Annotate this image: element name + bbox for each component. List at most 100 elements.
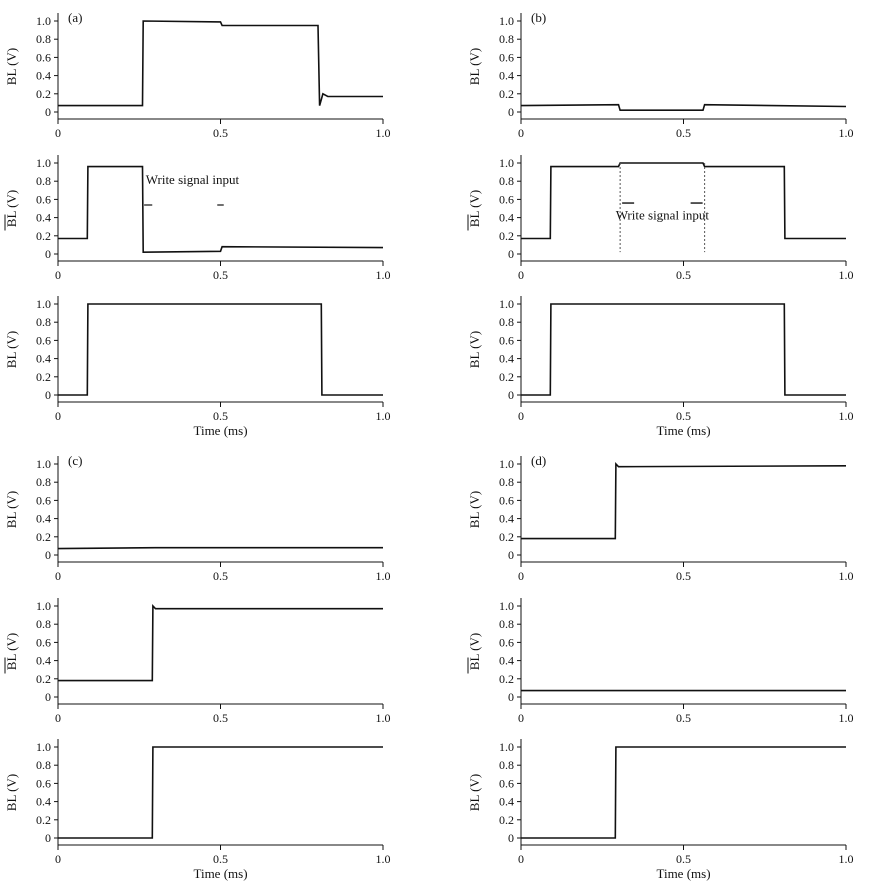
y-axis-label: BL (V) — [467, 190, 482, 227]
x-tick-label: 1.0 — [839, 409, 854, 423]
x-tick-label: 0 — [518, 852, 524, 866]
y-axis-label: BL (V) — [467, 774, 482, 811]
y-tick-label: 0.8 — [36, 475, 51, 489]
x-tick-label: 0 — [518, 268, 524, 282]
y-tick-label: 1.0 — [499, 599, 514, 613]
series-line-0 — [58, 746, 383, 839]
y-tick-label: 1.0 — [36, 297, 51, 311]
y-axis-label: BL (V) — [467, 491, 482, 528]
x-tick-label: 0.5 — [213, 268, 228, 282]
y-tick-label: 0.2 — [36, 229, 51, 243]
x-axis-label: Time (ms) — [193, 423, 247, 438]
y-tick-label: 0.2 — [36, 813, 51, 827]
y-tick-label: 0.4 — [36, 211, 51, 225]
panel-c-row-3: 0 0.2 0.4 0.6 0.8 1.0 0 0.5 1.0 BL (V) Time (ms) — [4, 739, 391, 881]
y-tick-label: 0.4 — [499, 69, 514, 83]
y-tick-label: 0.6 — [499, 333, 514, 347]
y-tick-label: 0.6 — [499, 50, 514, 64]
x-tick-label: 0.5 — [676, 569, 691, 583]
series-line-0 — [58, 20, 383, 107]
y-tick-label: 0.6 — [499, 493, 514, 507]
x-tick-label: 1.0 — [376, 268, 391, 282]
panel-b-row-3: 0 0.2 0.4 0.6 0.8 1.0 0 0.5 1.0 BL (V) Time (ms) — [467, 296, 854, 438]
y-tick-label: 0.8 — [499, 174, 514, 188]
y-tick-label: 0.8 — [36, 758, 51, 772]
x-tick-label: 0 — [518, 409, 524, 423]
y-axis-label: BL (V) — [4, 48, 19, 85]
y-tick-label: 0.6 — [36, 192, 51, 206]
x-tick-label: 0 — [55, 126, 61, 140]
y-tick-label: 0.8 — [499, 617, 514, 631]
y-tick-label: 1.0 — [499, 457, 514, 471]
panel-d-row-3: 0 0.2 0.4 0.6 0.8 1.0 0 0.5 1.0 BL (V) Time (ms) — [467, 739, 854, 881]
y-tick-label: 0.4 — [36, 654, 51, 668]
y-tick-label: 0 — [45, 388, 51, 402]
x-tick-label: 0.5 — [676, 711, 691, 725]
panel-d-row-2: 0 0.2 0.4 0.6 0.8 1.0 0 0.5 1.0 BL (V) — [467, 598, 854, 725]
panel-a-row-1: 0 0.2 0.4 0.6 0.8 1.0 0 0.5 1.0 BL (V) (a) — [4, 10, 391, 140]
y-tick-label: 0.4 — [36, 795, 51, 809]
y-tick-label: 0.4 — [36, 69, 51, 83]
y-tick-label: 0.2 — [36, 87, 51, 101]
y-tick-label: 0 — [45, 247, 51, 261]
y-tick-label: 0.6 — [36, 50, 51, 64]
panel-a-row-2: 0 0.2 0.4 0.6 0.8 1.0 0 0.5 1.0 BL (V) Write signa… — [4, 155, 391, 282]
y-axis-label: BL (V) — [4, 190, 19, 227]
y-tick-label: 0.6 — [36, 635, 51, 649]
panel-a-row-3: 0 0.2 0.4 0.6 0.8 1.0 0 0.5 1.0 BL (V) Time (ms) — [4, 296, 391, 438]
y-tick-label: 0.2 — [499, 87, 514, 101]
y-tick-label: 0.4 — [499, 795, 514, 809]
x-tick-label: 1.0 — [376, 409, 391, 423]
series-line-0 — [58, 165, 384, 254]
y-tick-label: 0.8 — [36, 174, 51, 188]
x-axis-label: Time (ms) — [193, 866, 247, 881]
x-tick-label: 0.5 — [213, 711, 228, 725]
y-tick-label: 0 — [45, 105, 51, 119]
y-tick-label: 0.4 — [499, 211, 514, 225]
y-tick-label: 1.0 — [499, 740, 514, 754]
panel-label: (b) — [531, 10, 546, 25]
panel-b-row-1: 0 0.2 0.4 0.6 0.8 1.0 0 0.5 1.0 BL (V) (b) — [467, 10, 854, 140]
series-line-0 — [57, 546, 383, 550]
x-tick-label: 0.5 — [676, 268, 691, 282]
y-tick-label: 0.4 — [36, 512, 51, 526]
panel-label: (d) — [531, 453, 546, 468]
y-tick-label: 0.6 — [499, 192, 514, 206]
y-tick-label: 0.8 — [499, 315, 514, 329]
x-tick-label: 1.0 — [839, 569, 854, 583]
y-tick-label: 0.2 — [36, 530, 51, 544]
y-tick-label: 0.6 — [499, 635, 514, 649]
x-tick-label: 0 — [55, 409, 61, 423]
y-tick-label: 0.2 — [499, 813, 514, 827]
x-axis-label: Time (ms) — [656, 866, 710, 881]
x-tick-label: 0.5 — [676, 852, 691, 866]
write-signal-annotation: Write signal input — [146, 172, 240, 187]
panel-d-row-1: 0 0.2 0.4 0.6 0.8 1.0 0 0.5 1.0 BL (V) (d) — [467, 453, 854, 583]
y-tick-label: 1.0 — [36, 740, 51, 754]
series-line-0 — [521, 162, 846, 240]
y-tick-label: 0.4 — [36, 352, 51, 366]
x-tick-label: 1.0 — [839, 126, 854, 140]
y-tick-label: 0.8 — [499, 475, 514, 489]
x-tick-label: 1.0 — [839, 852, 854, 866]
x-tick-label: 0 — [518, 569, 524, 583]
y-tick-label: 0.8 — [36, 32, 51, 46]
x-tick-label: 0.5 — [213, 409, 228, 423]
x-tick-label: 0.5 — [213, 126, 228, 140]
y-tick-label: 0 — [45, 831, 51, 845]
y-tick-label: 1.0 — [36, 457, 51, 471]
series-line-0 — [521, 303, 846, 396]
x-tick-label: 0 — [55, 852, 61, 866]
y-tick-label: 0.8 — [36, 315, 51, 329]
series-line-0 — [520, 103, 847, 111]
panel-b-row-2: 0 0.2 0.4 0.6 0.8 1.0 0 0.5 1.0 BL (V) Write signa… — [467, 155, 854, 282]
y-tick-label: 0.8 — [499, 758, 514, 772]
panel-label: (c) — [68, 453, 82, 468]
y-tick-label: 0.2 — [36, 672, 51, 686]
y-tick-label: 0 — [508, 247, 514, 261]
series-line-0 — [521, 746, 846, 839]
x-tick-label: 1.0 — [376, 852, 391, 866]
y-tick-label: 0.6 — [36, 333, 51, 347]
